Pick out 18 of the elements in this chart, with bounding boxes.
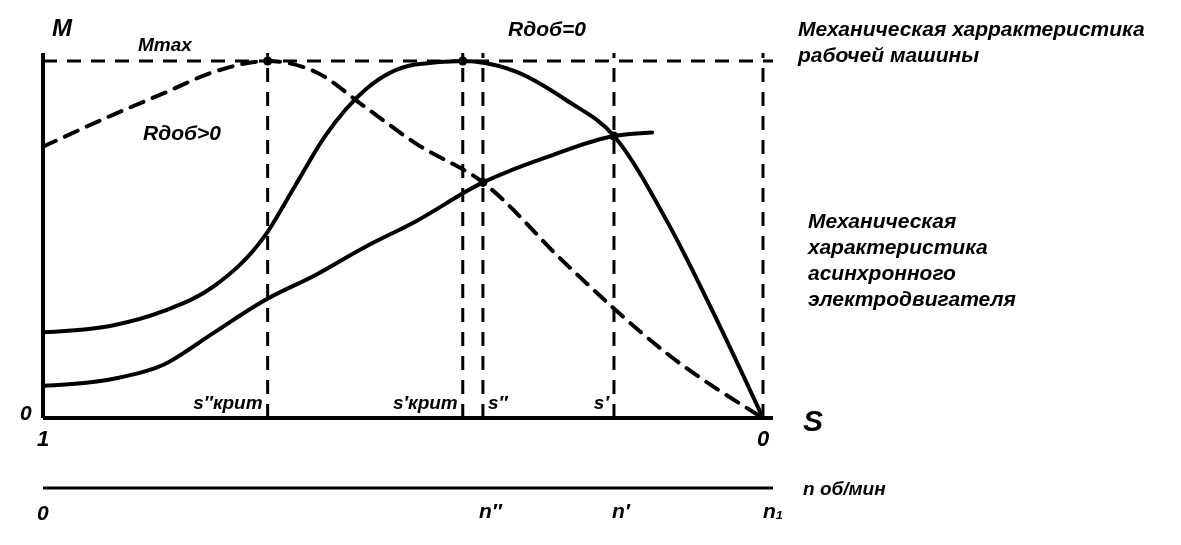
ref-line-label: s″	[487, 392, 509, 413]
ref-line-label: s″крит	[193, 392, 263, 413]
text: 0	[20, 400, 33, 426]
x-tick-label: 1	[36, 426, 50, 451]
ref-line-label: Mmax	[138, 34, 194, 56]
text: n′	[612, 498, 632, 524]
ref-line-label: s′	[593, 392, 611, 413]
ref-line-label: s′крит	[392, 392, 458, 413]
text: 0	[37, 500, 50, 526]
x-axis-title: S	[803, 403, 824, 437]
text: n″	[479, 498, 504, 524]
annotation: Rдоб>0	[143, 120, 222, 146]
y-axis-title: M	[52, 14, 72, 42]
text: Механическая харрактеристика рабочей машины	[798, 16, 1146, 68]
x2-axis-title: n об/мин	[803, 478, 887, 500]
text: Механическая характеристика асинхронного электродвигателя	[808, 208, 1017, 312]
text: n₁	[763, 498, 785, 524]
text: Rдоб=0	[508, 16, 587, 42]
